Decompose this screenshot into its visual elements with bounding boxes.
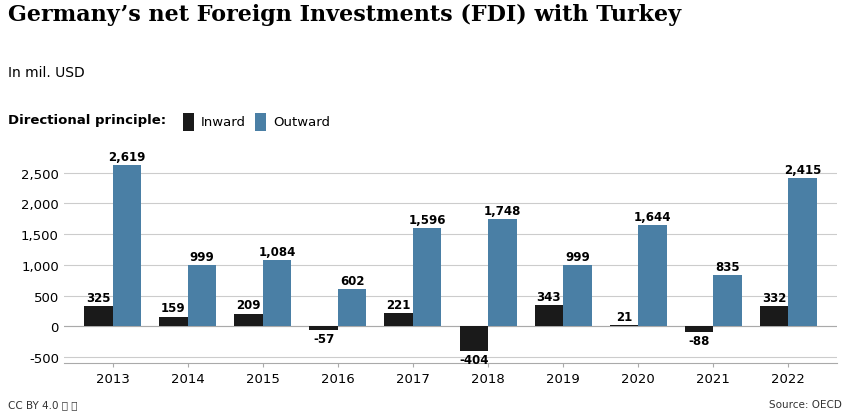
- Text: 343: 343: [536, 290, 561, 304]
- Text: Inward: Inward: [201, 116, 246, 128]
- Bar: [188, 265, 216, 327]
- Bar: [685, 327, 713, 332]
- Text: 835: 835: [716, 260, 740, 273]
- Text: 332: 332: [762, 291, 786, 304]
- Bar: [235, 314, 263, 327]
- Text: Directional principle:: Directional principle:: [8, 114, 167, 126]
- Bar: [460, 327, 488, 351]
- Text: Germany’s net Foreign Investments (FDI) with Turkey: Germany’s net Foreign Investments (FDI) …: [8, 4, 682, 26]
- Text: 999: 999: [190, 250, 214, 263]
- Bar: [789, 178, 817, 327]
- Bar: [713, 275, 742, 327]
- Bar: [112, 166, 141, 327]
- Bar: [535, 306, 564, 327]
- Bar: [638, 226, 666, 327]
- Text: 325: 325: [86, 292, 110, 304]
- Text: 221: 221: [387, 298, 411, 311]
- Text: -404: -404: [459, 354, 489, 366]
- Text: 1,596: 1,596: [409, 214, 446, 227]
- Text: 602: 602: [340, 275, 365, 287]
- Bar: [384, 313, 413, 327]
- Text: 2,619: 2,619: [108, 151, 145, 164]
- Bar: [337, 290, 366, 327]
- Bar: [564, 265, 592, 327]
- Text: -88: -88: [688, 334, 710, 347]
- Text: CC BY 4.0 Ⓒ ⓘ: CC BY 4.0 Ⓒ ⓘ: [8, 399, 78, 409]
- Text: 21: 21: [616, 310, 632, 323]
- Text: 1,644: 1,644: [634, 211, 672, 223]
- Text: -57: -57: [313, 332, 334, 345]
- Text: 2,415: 2,415: [784, 163, 821, 176]
- Text: Outward: Outward: [273, 116, 330, 128]
- Text: 159: 159: [162, 302, 185, 315]
- Text: Source: OECD: Source: OECD: [768, 399, 842, 409]
- Bar: [760, 306, 789, 327]
- Bar: [263, 260, 292, 327]
- Text: 1,084: 1,084: [258, 245, 296, 258]
- Text: In mil. USD: In mil. USD: [8, 66, 85, 80]
- Text: 209: 209: [236, 299, 261, 312]
- Bar: [309, 327, 337, 330]
- Text: 1,748: 1,748: [484, 204, 521, 217]
- Bar: [609, 325, 638, 327]
- Bar: [159, 317, 188, 327]
- Text: 999: 999: [565, 250, 590, 263]
- Bar: [488, 219, 517, 327]
- Bar: [413, 229, 441, 327]
- Bar: [84, 307, 112, 327]
